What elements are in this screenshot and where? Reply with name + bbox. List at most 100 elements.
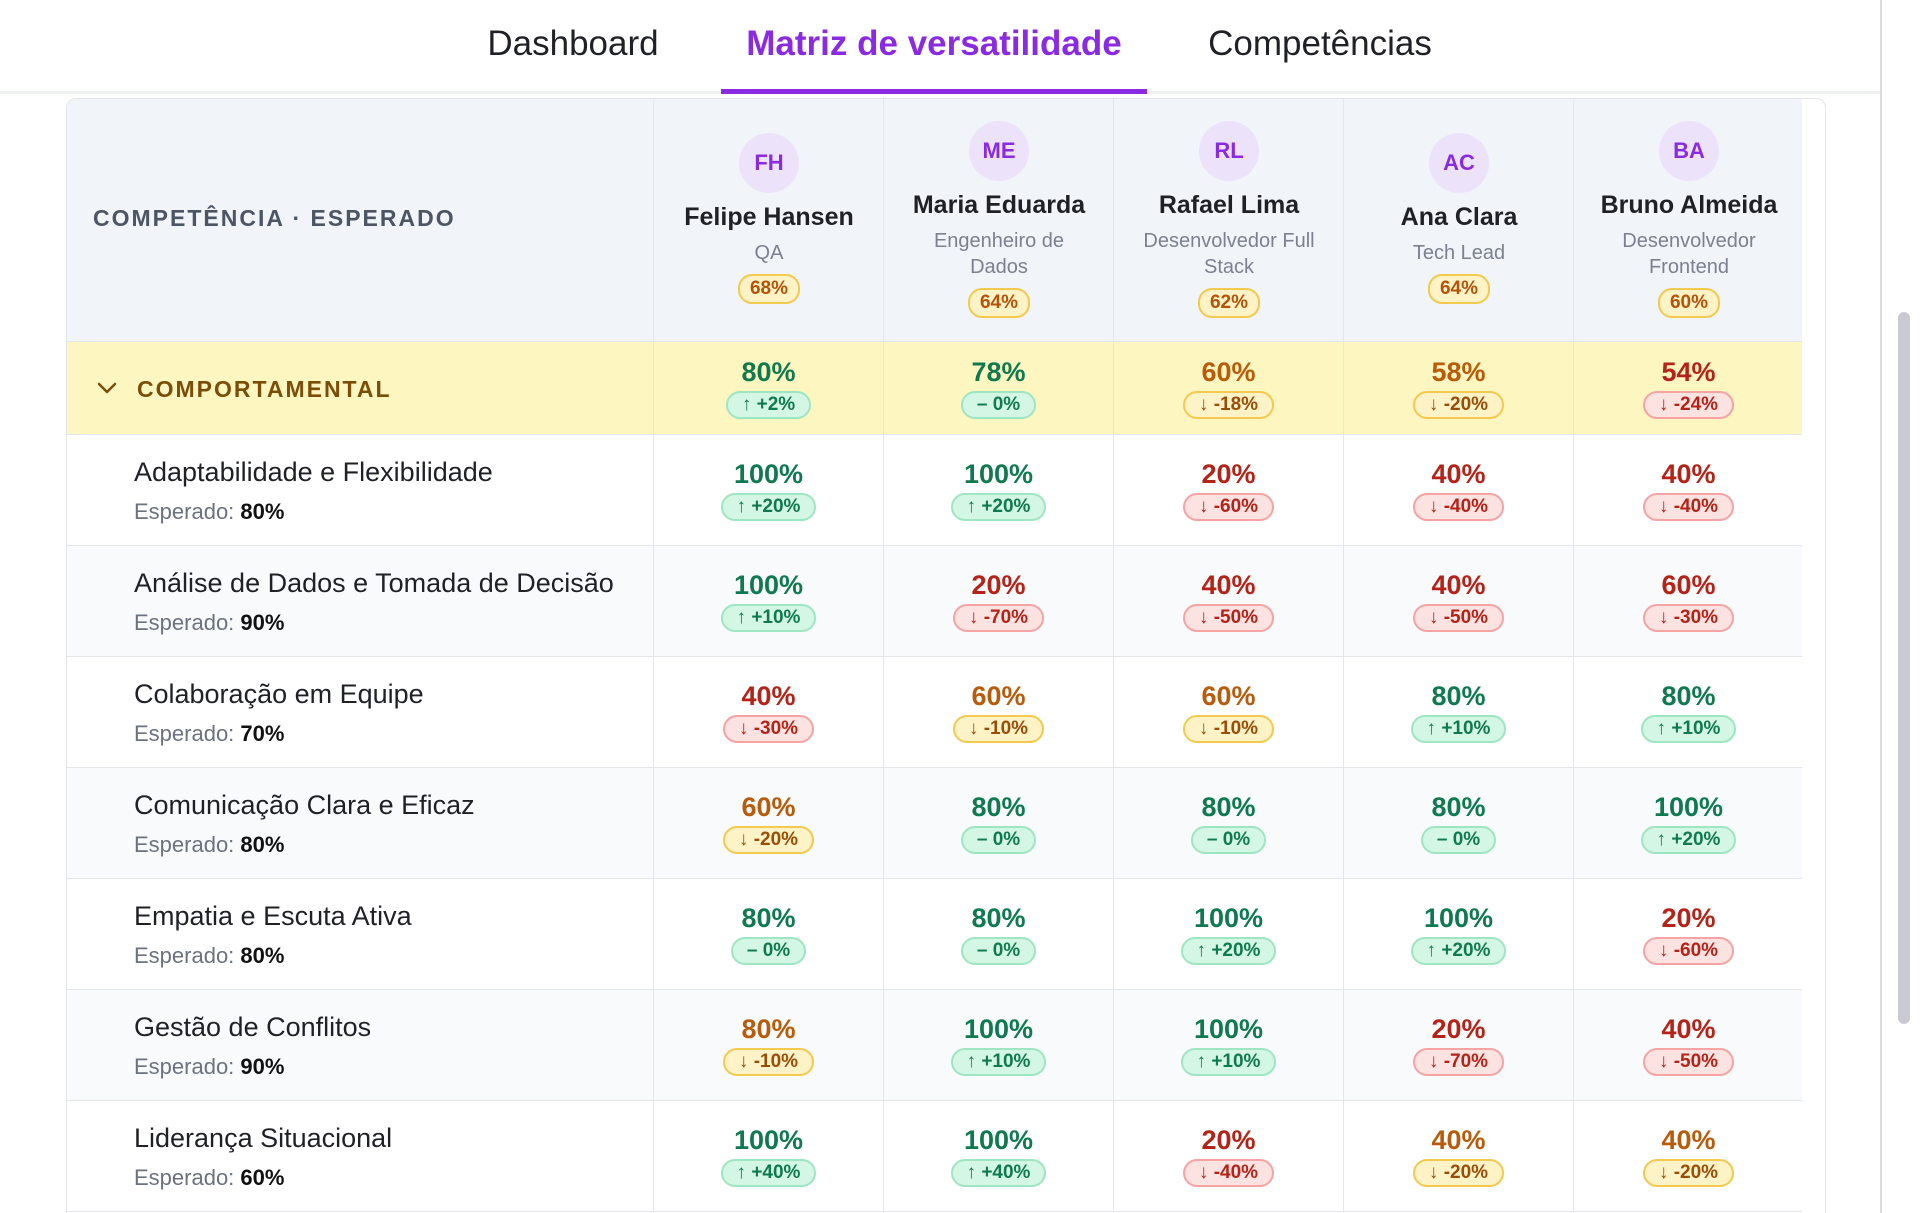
score-delta-badge: ↓ -50% [1412, 604, 1505, 632]
score-value: 40% [1431, 459, 1486, 489]
score-delta-badge: – 0% [960, 391, 1037, 419]
person-card[interactable]: ME Maria Eduarda Engenheiro de Dados 64% [884, 121, 1114, 318]
person-card[interactable]: RL Rafael Lima Desenvolvedor Full Stack … [1114, 121, 1344, 318]
competency-name: Análise de Dados e Tomada de Decisão [134, 568, 614, 598]
score-cell[interactable]: 60% ↓ -20% [653, 768, 883, 878]
person-score-badge: 62% [1197, 288, 1261, 318]
score-cell[interactable]: 40% ↓ -50% [1343, 546, 1573, 656]
score-cell[interactable]: 100% ↑ +20% [1343, 879, 1573, 989]
person-card[interactable]: FH Felipe Hansen QA 68% [654, 133, 884, 304]
score-delta-badge: ↑ +20% [950, 493, 1047, 521]
score-cell[interactable]: 100% ↑ +20% [1573, 768, 1803, 878]
person-column-header: ME Maria Eduarda Engenheiro de Dados 64% [883, 99, 1113, 341]
score-cell[interactable]: 80% – 0% [653, 879, 883, 989]
tab-competencias[interactable]: Competências [1208, 24, 1432, 63]
score-delta-badge: ↓ -10% [952, 715, 1045, 743]
score-cell[interactable]: 100% ↑ +10% [883, 990, 1113, 1100]
score-cell[interactable]: 20% ↓ -40% [1113, 1101, 1343, 1211]
score-cell[interactable]: 20% ↓ -70% [883, 546, 1113, 656]
score-cell[interactable]: 80% – 0% [883, 879, 1113, 989]
score-value: 80% [741, 903, 796, 933]
score-cell[interactable]: 20% ↓ -60% [1573, 879, 1803, 989]
score-value: 60% [1201, 357, 1256, 387]
score-cell[interactable]: 40% ↓ -40% [1343, 435, 1573, 545]
person-card[interactable]: BA Bruno Almeida Desenvolvedor Frontend … [1574, 121, 1804, 318]
score-cell[interactable]: 40% ↓ -50% [1573, 990, 1803, 1100]
avatar: ME [969, 121, 1029, 181]
score-delta-badge: ↑ +40% [720, 1159, 817, 1187]
score-cell[interactable]: 100% ↑ +40% [883, 1101, 1113, 1211]
score-value: 100% [733, 1125, 804, 1155]
score-value: 80% [971, 903, 1026, 933]
tab-dashboard[interactable]: Dashboard [487, 24, 659, 63]
score-value: 60% [741, 792, 796, 822]
score-delta-badge: ↓ -40% [1412, 493, 1505, 521]
score-value: 20% [1201, 459, 1256, 489]
score-cell[interactable]: 100% ↑ +40% [653, 1101, 883, 1211]
score-cell[interactable]: 80% – 0% [883, 768, 1113, 878]
score-value: 100% [1193, 903, 1264, 933]
score-delta-badge: – 0% [730, 937, 807, 965]
active-tab-indicator [721, 89, 1147, 94]
chevron-down-icon[interactable] [95, 376, 119, 400]
page-scrollbar[interactable] [1898, 312, 1910, 1024]
score-cell[interactable]: 58% ↓ -20% [1343, 342, 1573, 434]
score-value: 80% [741, 1014, 796, 1044]
score-delta-badge: ↑ +40% [950, 1159, 1047, 1187]
score-cell[interactable]: 100% ↑ +20% [1113, 879, 1343, 989]
score-value: 80% [741, 357, 796, 387]
score-cell[interactable]: 100% ↑ +10% [653, 546, 883, 656]
score-delta-badge: ↓ -70% [1412, 1048, 1505, 1076]
score-delta-badge: ↓ -24% [1642, 391, 1735, 419]
score-delta-badge: ↓ -40% [1642, 493, 1735, 521]
competency-name: Adaptabilidade e Flexibilidade [134, 457, 493, 487]
score-cell[interactable]: 40% ↓ -40% [1573, 435, 1803, 545]
person-name: Rafael Lima [1158, 191, 1300, 219]
score-cell[interactable]: 80% ↑ +10% [1573, 657, 1803, 767]
tab-matriz-de-versatilidade[interactable]: Matriz de versatilidade [746, 24, 1122, 63]
score-value: 80% [1201, 792, 1256, 822]
score-cell[interactable]: 40% ↓ -20% [1573, 1101, 1803, 1211]
competency-expected: Esperado: 90% [134, 610, 285, 635]
avatar: AC [1429, 133, 1489, 193]
score-cell[interactable]: 80% – 0% [1343, 768, 1573, 878]
group-row-comportamental[interactable]: COMPORTAMENTAL 80% ↑ +2% 78% – 0% 60% ↓ … [67, 342, 1802, 435]
score-cell[interactable]: 60% ↓ -10% [1113, 657, 1343, 767]
score-cell[interactable]: 40% ↓ -20% [1343, 1101, 1573, 1211]
score-delta-badge: ↑ +2% [725, 391, 812, 419]
score-value: 40% [1661, 459, 1716, 489]
score-cell[interactable]: 60% ↓ -10% [883, 657, 1113, 767]
person-name: Maria Eduarda [912, 191, 1086, 219]
competency-column-header: COMPETÊNCIA · ESPERADO [93, 205, 456, 231]
score-cell[interactable]: 20% ↓ -70% [1343, 990, 1573, 1100]
table-row: Gestão de Conflitos Esperado: 90% 80% ↓ … [67, 990, 1802, 1101]
score-cell[interactable]: 60% ↓ -30% [1573, 546, 1803, 656]
avatar: FH [739, 133, 799, 193]
score-cell[interactable]: 20% ↓ -60% [1113, 435, 1343, 545]
score-delta-badge: ↓ -18% [1182, 391, 1275, 419]
score-value: 100% [1653, 792, 1724, 822]
score-cell[interactable]: 100% ↑ +20% [653, 435, 883, 545]
score-cell[interactable]: 40% ↓ -30% [653, 657, 883, 767]
score-cell[interactable]: 100% ↑ +20% [883, 435, 1113, 545]
competency-name: Comunicação Clara e Eficaz [134, 790, 475, 820]
competency-expected: Esperado: 90% [134, 1054, 285, 1079]
score-cell[interactable]: 78% – 0% [883, 342, 1113, 434]
person-name: Ana Clara [1400, 203, 1518, 231]
competency-name: Gestão de Conflitos [134, 1012, 372, 1042]
score-delta-badge: ↑ +10% [720, 604, 817, 632]
score-value: 20% [971, 570, 1026, 600]
person-column-header: BA Bruno Almeida Desenvolvedor Frontend … [1573, 99, 1803, 341]
score-cell[interactable]: 100% ↑ +10% [1113, 990, 1343, 1100]
score-cell[interactable]: 54% ↓ -24% [1573, 342, 1803, 434]
score-cell[interactable]: 60% ↓ -18% [1113, 342, 1343, 434]
score-delta-badge: ↑ +10% [1410, 715, 1507, 743]
person-score-badge: 60% [1657, 288, 1721, 318]
score-cell[interactable]: 40% ↓ -50% [1113, 546, 1343, 656]
person-card[interactable]: AC Ana Clara Tech Lead 64% [1344, 133, 1574, 304]
score-value: 58% [1431, 357, 1486, 387]
score-cell[interactable]: 80% ↑ +2% [653, 342, 883, 434]
score-cell[interactable]: 80% ↑ +10% [1343, 657, 1573, 767]
score-cell[interactable]: 80% – 0% [1113, 768, 1343, 878]
score-cell[interactable]: 80% ↓ -10% [653, 990, 883, 1100]
